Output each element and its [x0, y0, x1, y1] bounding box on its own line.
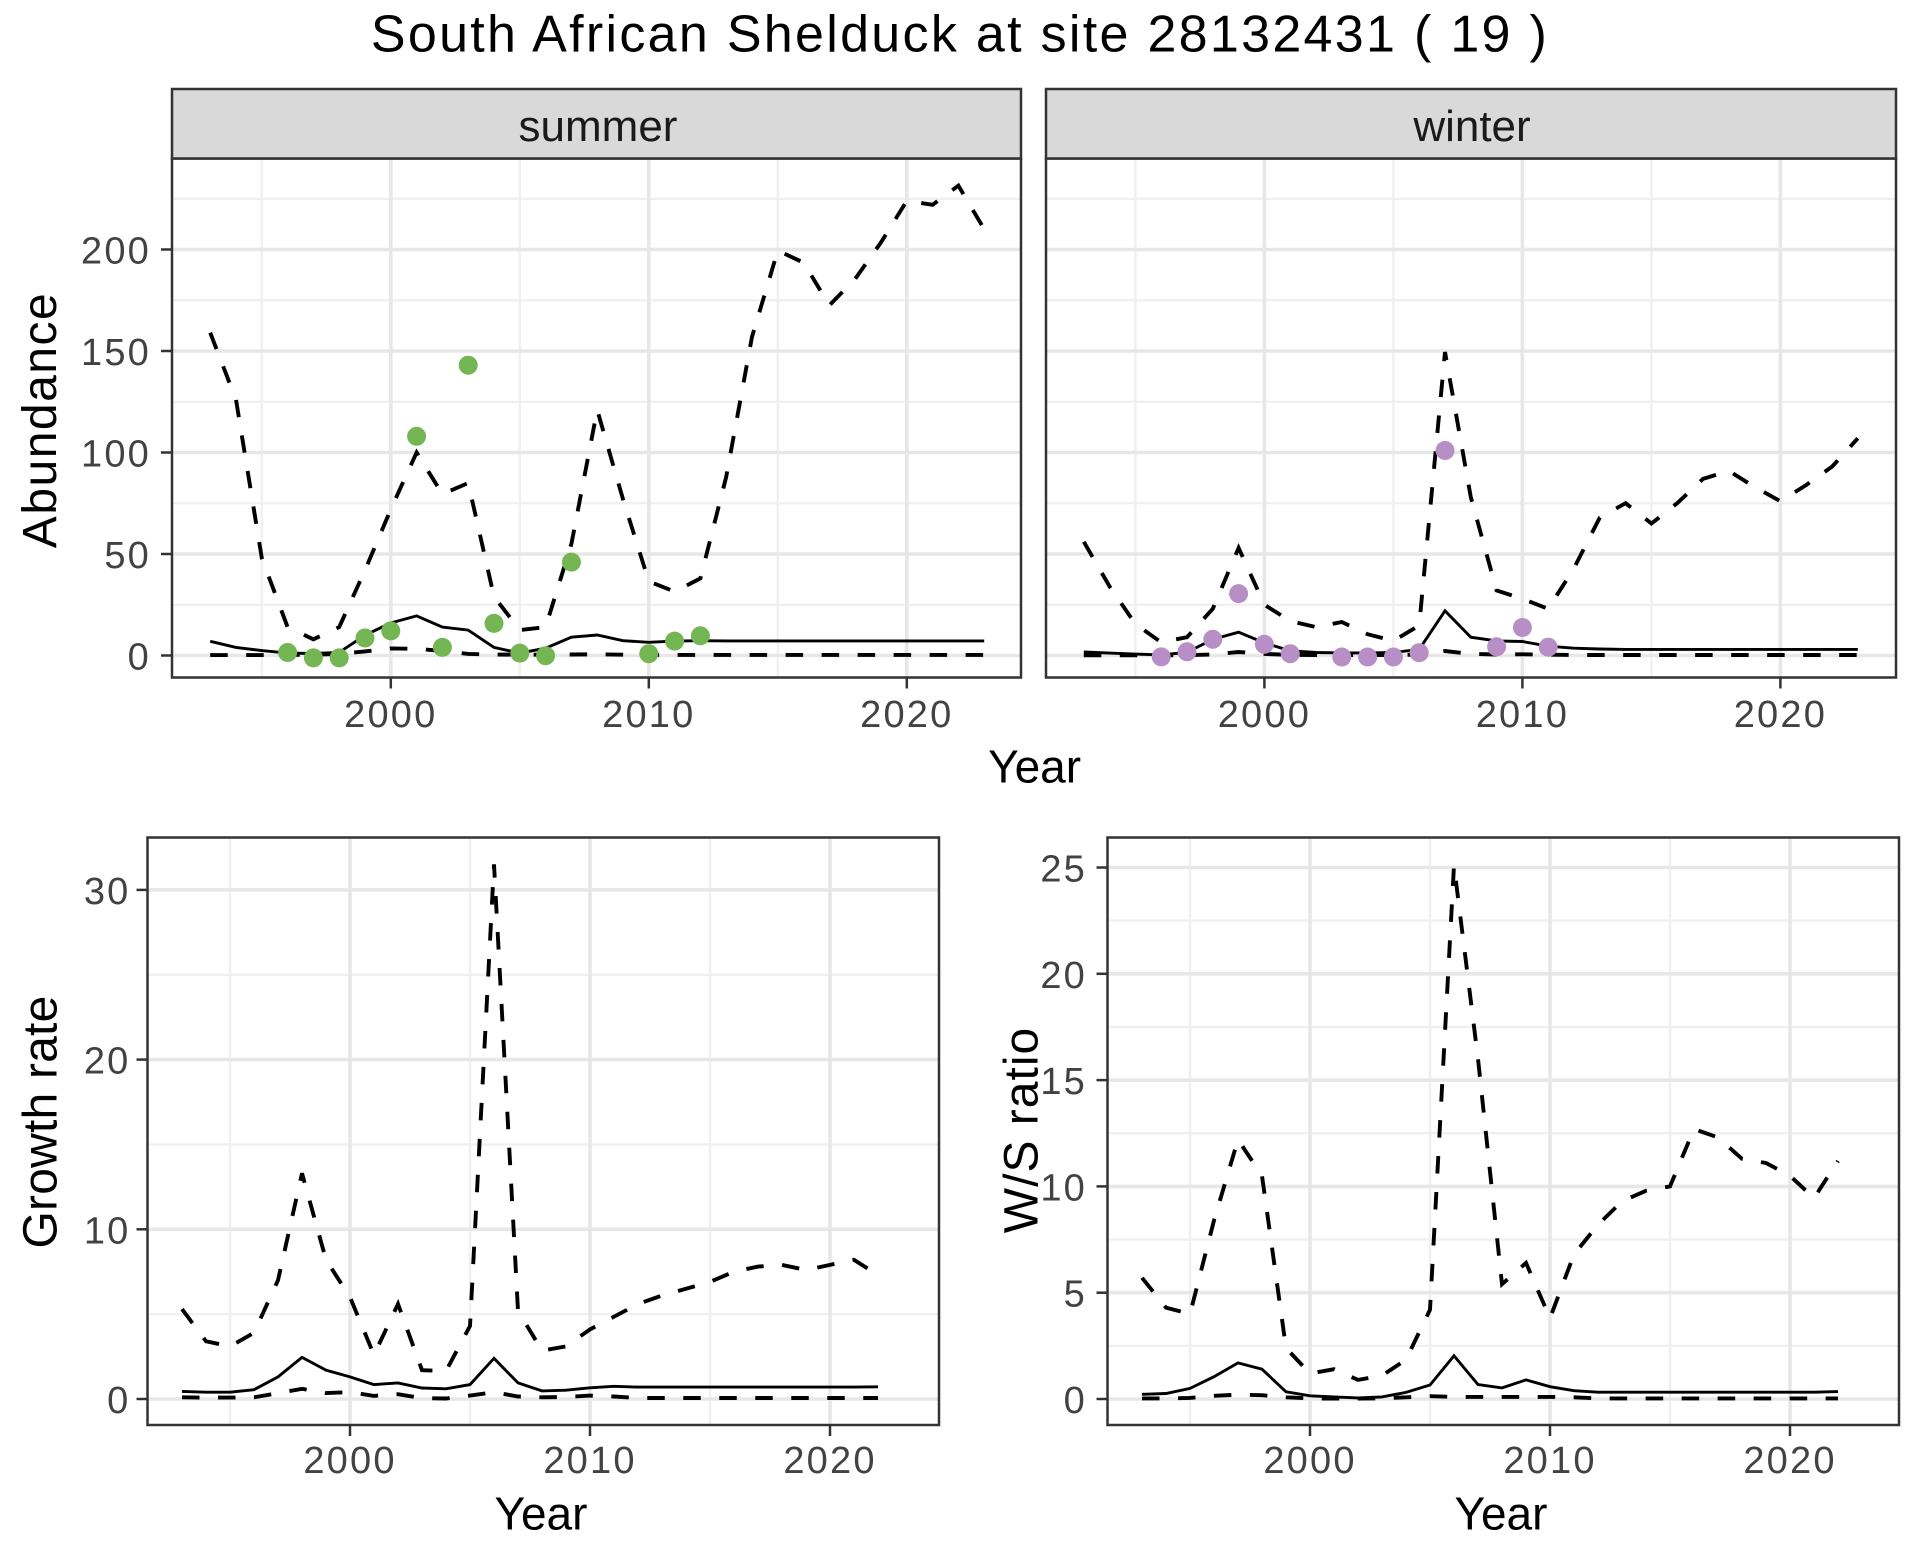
- svg-text:2020: 2020: [1743, 1440, 1836, 1482]
- svg-text:Growth rate: Growth rate: [15, 996, 68, 1249]
- svg-text:South African Shelduck at site: South African Shelduck at site 28132431 …: [371, 6, 1549, 64]
- svg-text:2000: 2000: [303, 1440, 396, 1482]
- svg-text:20: 20: [84, 1041, 131, 1083]
- svg-text:20: 20: [1040, 955, 1087, 997]
- svg-text:100: 100: [81, 434, 151, 476]
- svg-text:winter: winter: [1412, 102, 1530, 151]
- svg-text:summer: summer: [519, 102, 678, 151]
- svg-text:2010: 2010: [543, 1440, 636, 1482]
- svg-text:Year: Year: [495, 1488, 588, 1540]
- svg-text:5: 5: [1064, 1274, 1087, 1316]
- svg-text:10: 10: [1040, 1167, 1087, 1209]
- svg-text:2000: 2000: [1218, 694, 1311, 736]
- svg-text:Year: Year: [988, 741, 1081, 793]
- svg-text:200: 200: [81, 231, 151, 273]
- svg-text:150: 150: [81, 332, 151, 374]
- svg-text:15: 15: [1040, 1061, 1087, 1103]
- svg-text:2010: 2010: [602, 694, 695, 736]
- svg-text:W/S ratio: W/S ratio: [996, 1027, 1049, 1233]
- svg-text:Year: Year: [1455, 1488, 1548, 1540]
- svg-text:30: 30: [84, 871, 131, 913]
- svg-text:2020: 2020: [1734, 694, 1827, 736]
- svg-text:2000: 2000: [344, 694, 437, 736]
- svg-text:25: 25: [1040, 849, 1087, 891]
- svg-text:2010: 2010: [1503, 1440, 1596, 1482]
- svg-text:0: 0: [1064, 1380, 1087, 1422]
- svg-text:0: 0: [128, 637, 151, 679]
- svg-text:50: 50: [104, 535, 151, 577]
- svg-text:2010: 2010: [1476, 694, 1569, 736]
- svg-text:Abundance: Abundance: [14, 292, 67, 548]
- svg-text:2020: 2020: [783, 1440, 876, 1482]
- svg-text:10: 10: [84, 1210, 131, 1252]
- svg-text:2020: 2020: [860, 694, 953, 736]
- svg-text:0: 0: [107, 1380, 130, 1422]
- svg-text:2000: 2000: [1263, 1440, 1356, 1482]
